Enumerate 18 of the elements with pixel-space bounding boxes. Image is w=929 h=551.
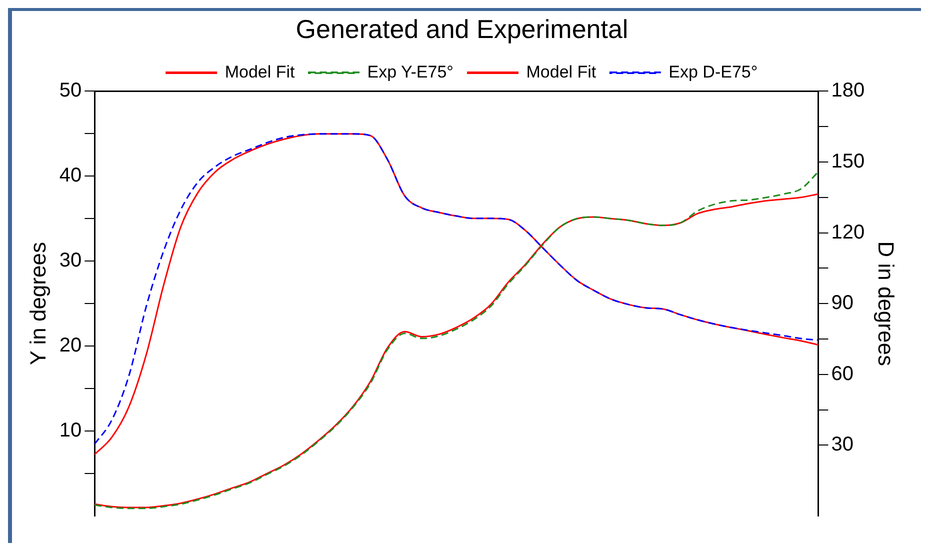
y-tick-label: 40 <box>59 164 82 187</box>
legend-label: Exp Y-E75° <box>367 62 454 82</box>
y-tick-label: 20 <box>59 334 82 357</box>
legend-label: Model Fit <box>526 62 596 82</box>
y-axis-title: Y in degrees <box>25 242 50 366</box>
y2-tick-label: 120 <box>831 221 865 244</box>
legend-label: Exp D-E75° <box>668 62 758 82</box>
y2-axis-title: D in degrees <box>874 241 899 366</box>
y2-tick-label: 150 <box>831 150 865 173</box>
y-tick-label: 50 <box>59 80 82 102</box>
y-tick-label: 30 <box>59 250 82 272</box>
y2-tick-label: 60 <box>831 362 854 385</box>
legend-label: Model Fit <box>224 62 296 82</box>
y-tick-label: 10 <box>59 420 82 442</box>
y2-tick-label: 30 <box>831 434 854 456</box>
y2-tick-label: 90 <box>831 292 854 314</box>
y2-tick-label: 180 <box>831 80 865 102</box>
chart-title: Generated and Experimental <box>296 14 628 44</box>
